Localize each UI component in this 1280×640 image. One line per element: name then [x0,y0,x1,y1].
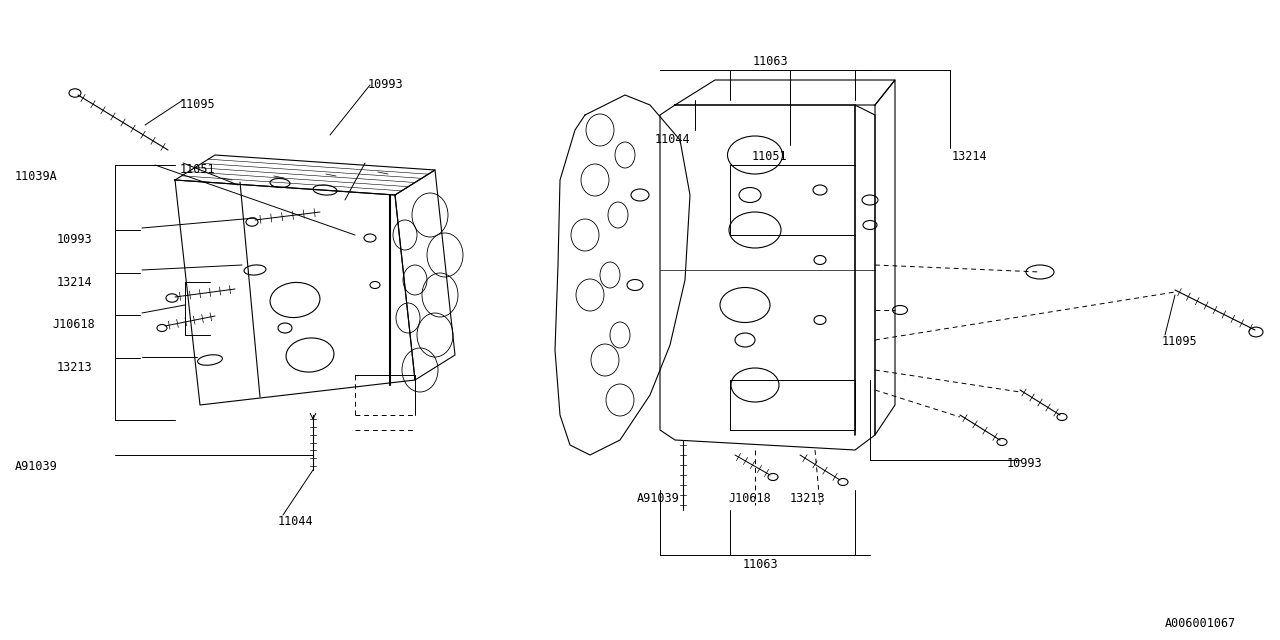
Text: 10993: 10993 [1007,457,1043,470]
Text: 13213: 13213 [58,361,92,374]
Text: 11039A: 11039A [15,170,58,183]
Text: 10993: 10993 [58,233,92,246]
Text: 11095: 11095 [180,98,215,111]
Text: 11063: 11063 [753,55,787,68]
Text: 13214: 13214 [58,276,92,289]
Text: J10618: J10618 [728,492,771,505]
Text: 11095: 11095 [1162,335,1198,348]
Text: 11044: 11044 [655,133,691,146]
Text: 11044: 11044 [278,515,314,528]
Text: 11051: 11051 [180,163,215,176]
Text: J10618: J10618 [52,318,95,331]
Text: 13214: 13214 [952,150,988,163]
Text: 10993: 10993 [369,78,403,91]
Text: 11051: 11051 [753,150,787,163]
Text: 11063: 11063 [742,558,778,571]
Text: A91039: A91039 [15,460,58,473]
Text: A006001067: A006001067 [1165,617,1236,630]
Text: A91039: A91039 [637,492,680,505]
Text: 13213: 13213 [790,492,826,505]
